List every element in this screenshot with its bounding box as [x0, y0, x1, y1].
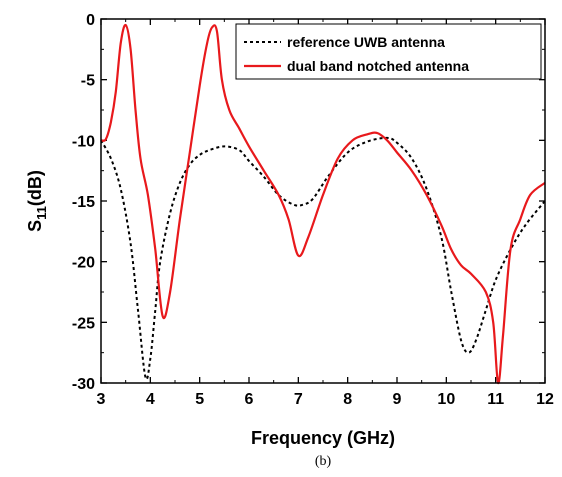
- legend-box: [235, 23, 542, 80]
- x-tick-label: 4: [146, 391, 155, 408]
- figure-caption: (b): [315, 454, 332, 469]
- x-tick-label: 6: [245, 391, 254, 408]
- x-tick-label: 11: [487, 391, 504, 408]
- y-tick-label: -30: [72, 376, 95, 393]
- y-tick-label: -20: [72, 255, 95, 272]
- y-tick-label: -10: [72, 133, 95, 150]
- x-tick-label: 5: [195, 391, 204, 408]
- x-tick-label: 10: [437, 391, 455, 408]
- x-tick-label: 3: [97, 391, 106, 408]
- x-tick-label: 7: [294, 391, 303, 408]
- y-tick-label: -25: [72, 315, 95, 332]
- legend-label-reference: reference UWB antenna: [287, 34, 445, 50]
- plot-frame: [100, 18, 546, 384]
- y-tick-label: -15: [72, 194, 95, 211]
- series-line-reference-uwb: [100, 136, 546, 381]
- legend-label-notched: dual band notched antenna: [287, 58, 469, 74]
- series-line-dual-band-notched: [100, 23, 546, 385]
- x-tick-label: 8: [343, 391, 352, 408]
- y-axis-title: S11(dB): [25, 170, 49, 232]
- x-tick-label: 12: [536, 391, 554, 408]
- y-tick-label: -5: [81, 73, 95, 90]
- y-axis-title-main: S: [25, 220, 45, 232]
- x-axis-title: Frequency (GHz): [251, 428, 395, 448]
- y-axis-title-subscript: 11: [34, 206, 49, 220]
- y-axis-title-suffix: (dB): [25, 170, 45, 206]
- legend: reference UWB antenna dual band notched …: [235, 23, 542, 80]
- x-tick-label: 9: [393, 391, 402, 408]
- y-tick-label: 0: [86, 12, 95, 29]
